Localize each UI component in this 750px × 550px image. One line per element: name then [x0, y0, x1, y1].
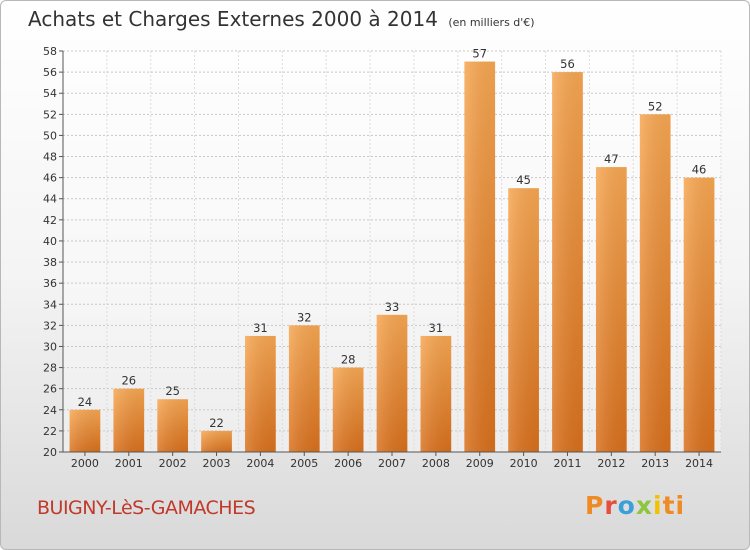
bar-value-label: 25	[165, 384, 180, 398]
bar-value-label: 46	[692, 163, 707, 177]
y-tick-label: 24	[43, 404, 57, 417]
bars-layer: 24 26 25 22 31 32 28 33 31 57 45 56 47 52 46	[69, 47, 715, 453]
bar-value-label: 32	[297, 310, 312, 324]
y-tick-label: 50	[43, 129, 57, 142]
commune-name: BUIGNY-LèS-GAMACHES	[37, 497, 256, 519]
logo-letter-6: ti	[662, 491, 686, 520]
logo-letter-4: x	[635, 491, 653, 520]
y-tick-label: 44	[43, 193, 57, 206]
x-tick-label: 2014	[685, 457, 713, 470]
y-tick-label: 54	[43, 87, 57, 100]
y-tick-label: 22	[43, 425, 57, 438]
x-tick-label: 2007	[378, 457, 406, 470]
bar-value-label: 52	[648, 99, 663, 113]
proxiti-logo: Proxiti	[585, 491, 685, 520]
bar-highlight	[69, 409, 101, 452]
x-tick-label: 2002	[159, 457, 187, 470]
y-tick-label: 52	[43, 108, 57, 121]
bar-value-label: 56	[560, 57, 575, 71]
logo-letter-1: P	[585, 491, 605, 520]
bar-highlight	[639, 114, 671, 452]
chart-subtitle: (en milliers d'€)	[448, 16, 535, 29]
bar-value-label: 28	[341, 353, 356, 367]
x-tick-label: 2008	[422, 457, 450, 470]
chart-title: Achats et Charges Externes 2000 à 2014 (…	[28, 7, 535, 31]
bar-highlight	[201, 430, 232, 452]
bar-highlight	[683, 177, 715, 452]
x-tick-label: 2003	[203, 457, 231, 470]
bar-highlight	[288, 325, 320, 452]
y-tick-label: 34	[43, 298, 57, 311]
logo-letter-5: i	[653, 491, 663, 520]
bar-highlight	[552, 72, 583, 453]
x-tick-label: 2011	[553, 457, 581, 470]
x-tick-label: 2006	[334, 457, 362, 470]
y-tick-label: 36	[43, 277, 57, 290]
y-tick-label: 56	[43, 66, 57, 79]
bar-highlight	[595, 167, 627, 452]
bar-value-label: 57	[472, 47, 487, 61]
bar-highlight	[245, 335, 276, 452]
chart-title-text: Achats et Charges Externes 2000 à 2014	[28, 7, 438, 31]
bar-highlight	[464, 61, 496, 452]
y-tick-label: 38	[43, 256, 57, 269]
bar-value-label: 33	[385, 300, 400, 314]
bar-highlight	[420, 335, 452, 452]
x-tick-label: 2005	[290, 457, 318, 470]
bar-value-label: 47	[604, 152, 619, 166]
bar-value-label: 22	[209, 416, 224, 430]
y-tick-label: 26	[43, 383, 57, 396]
y-tick-label: 20	[43, 446, 57, 459]
bar-value-label: 31	[253, 321, 268, 335]
logo-letter-2: r	[604, 491, 618, 520]
y-tick-label: 42	[43, 214, 57, 227]
bar-highlight	[332, 367, 364, 452]
y-tick-label: 28	[43, 362, 57, 375]
bar-value-label: 26	[121, 374, 136, 388]
bar-value-label: 24	[78, 395, 93, 409]
bar-highlight	[376, 314, 408, 452]
y-tick-label: 46	[43, 172, 57, 185]
bar-value-label: 31	[429, 321, 444, 335]
y-tick-label: 58	[43, 45, 57, 58]
x-tick-label: 2009	[466, 457, 494, 470]
x-tick-label: 2010	[510, 457, 538, 470]
y-tick-label: 40	[43, 235, 57, 248]
y-tick-label: 30	[43, 340, 57, 353]
y-tick-label: 32	[43, 319, 57, 332]
bar-highlight	[113, 388, 145, 452]
axis-layer: 20 22 24 26 28 30 32 34 36 38 40 42 44 46 48 50 52 54 56 58…	[43, 45, 721, 470]
x-tick-label: 2012	[597, 457, 625, 470]
bar-value-label: 45	[516, 173, 531, 187]
bar-highlight	[157, 399, 189, 452]
bar-highlight	[508, 188, 539, 452]
logo-letter-3: o	[617, 491, 636, 520]
y-tick-label: 48	[43, 151, 57, 164]
x-tick-label: 2004	[246, 457, 274, 470]
x-tick-label: 2000	[71, 457, 99, 470]
x-tick-label: 2013	[641, 457, 669, 470]
x-tick-label: 2001	[115, 457, 143, 470]
